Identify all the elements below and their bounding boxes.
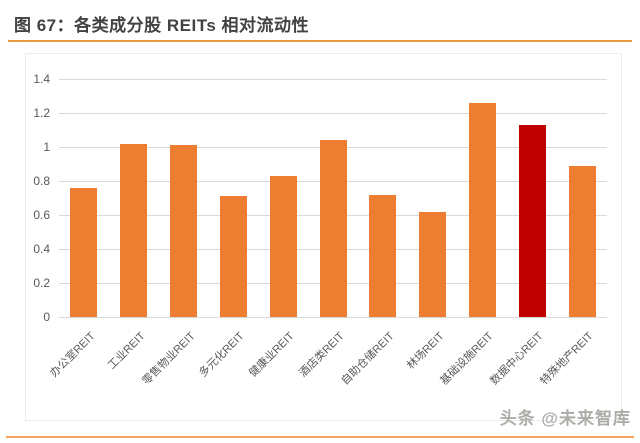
plot-area <box>59 79 607 318</box>
y-axis: 0 0.2 0.4 0.6 0.8 1 1.2 1.4 <box>26 54 54 420</box>
watermark: 头条 @未来智库 <box>499 409 631 428</box>
x-axis-tick-label: 工业REIT <box>105 330 148 372</box>
bar-零售物业REIT <box>170 145 198 317</box>
y-axis-tick-label: 1 <box>43 140 50 154</box>
footer-rule <box>6 436 634 438</box>
bar-办公室REIT <box>70 187 98 317</box>
bar-健康业REIT <box>269 175 297 317</box>
bar-自助仓储REIT <box>369 194 397 317</box>
x-axis-tick-label: 林场REIT <box>404 330 447 372</box>
x-axis-tick-label: 办公室REIT <box>47 330 98 380</box>
y-axis-tick-label: 0.2 <box>33 276 50 290</box>
gridline-1.2 <box>59 113 607 114</box>
bar-林场REIT <box>419 211 447 317</box>
bar-酒店类REIT <box>319 140 347 317</box>
x-axis-tick-label: 多元化REIT <box>197 330 247 380</box>
y-axis-tick-label: 0.8 <box>33 174 50 188</box>
bar-特殊地产REIT <box>568 165 596 317</box>
header-rule <box>8 40 632 42</box>
y-axis-tick-label: 1.2 <box>33 106 50 120</box>
bar-基础设施REIT <box>468 102 496 317</box>
y-axis-tick-label: 0.6 <box>33 208 50 222</box>
y-axis-tick-label: 0.4 <box>33 242 50 256</box>
gridline-0 <box>59 317 607 318</box>
bar-工业REIT <box>120 143 148 317</box>
bar-多元化REIT <box>219 196 247 317</box>
y-axis-tick-label: 1.4 <box>33 72 50 86</box>
figure-title: 图 67：各类成分股 REITs 相对流动性 <box>14 16 309 35</box>
x-axis-tick-label: 酒店类REIT <box>297 330 347 380</box>
x-axis-tick-label: 特殊地产REIT <box>538 330 596 388</box>
x-axis-tick-label: 健康业REIT <box>247 330 297 380</box>
bar-chart: 0 0.2 0.4 0.6 0.8 1 1.2 1.4 办公室REIT 工业REIT 零售物业RE… <box>25 53 622 421</box>
bar-数据中心REIT <box>518 124 546 317</box>
y-axis-tick-label: 0 <box>43 310 50 324</box>
gridline-1.4 <box>59 79 607 80</box>
